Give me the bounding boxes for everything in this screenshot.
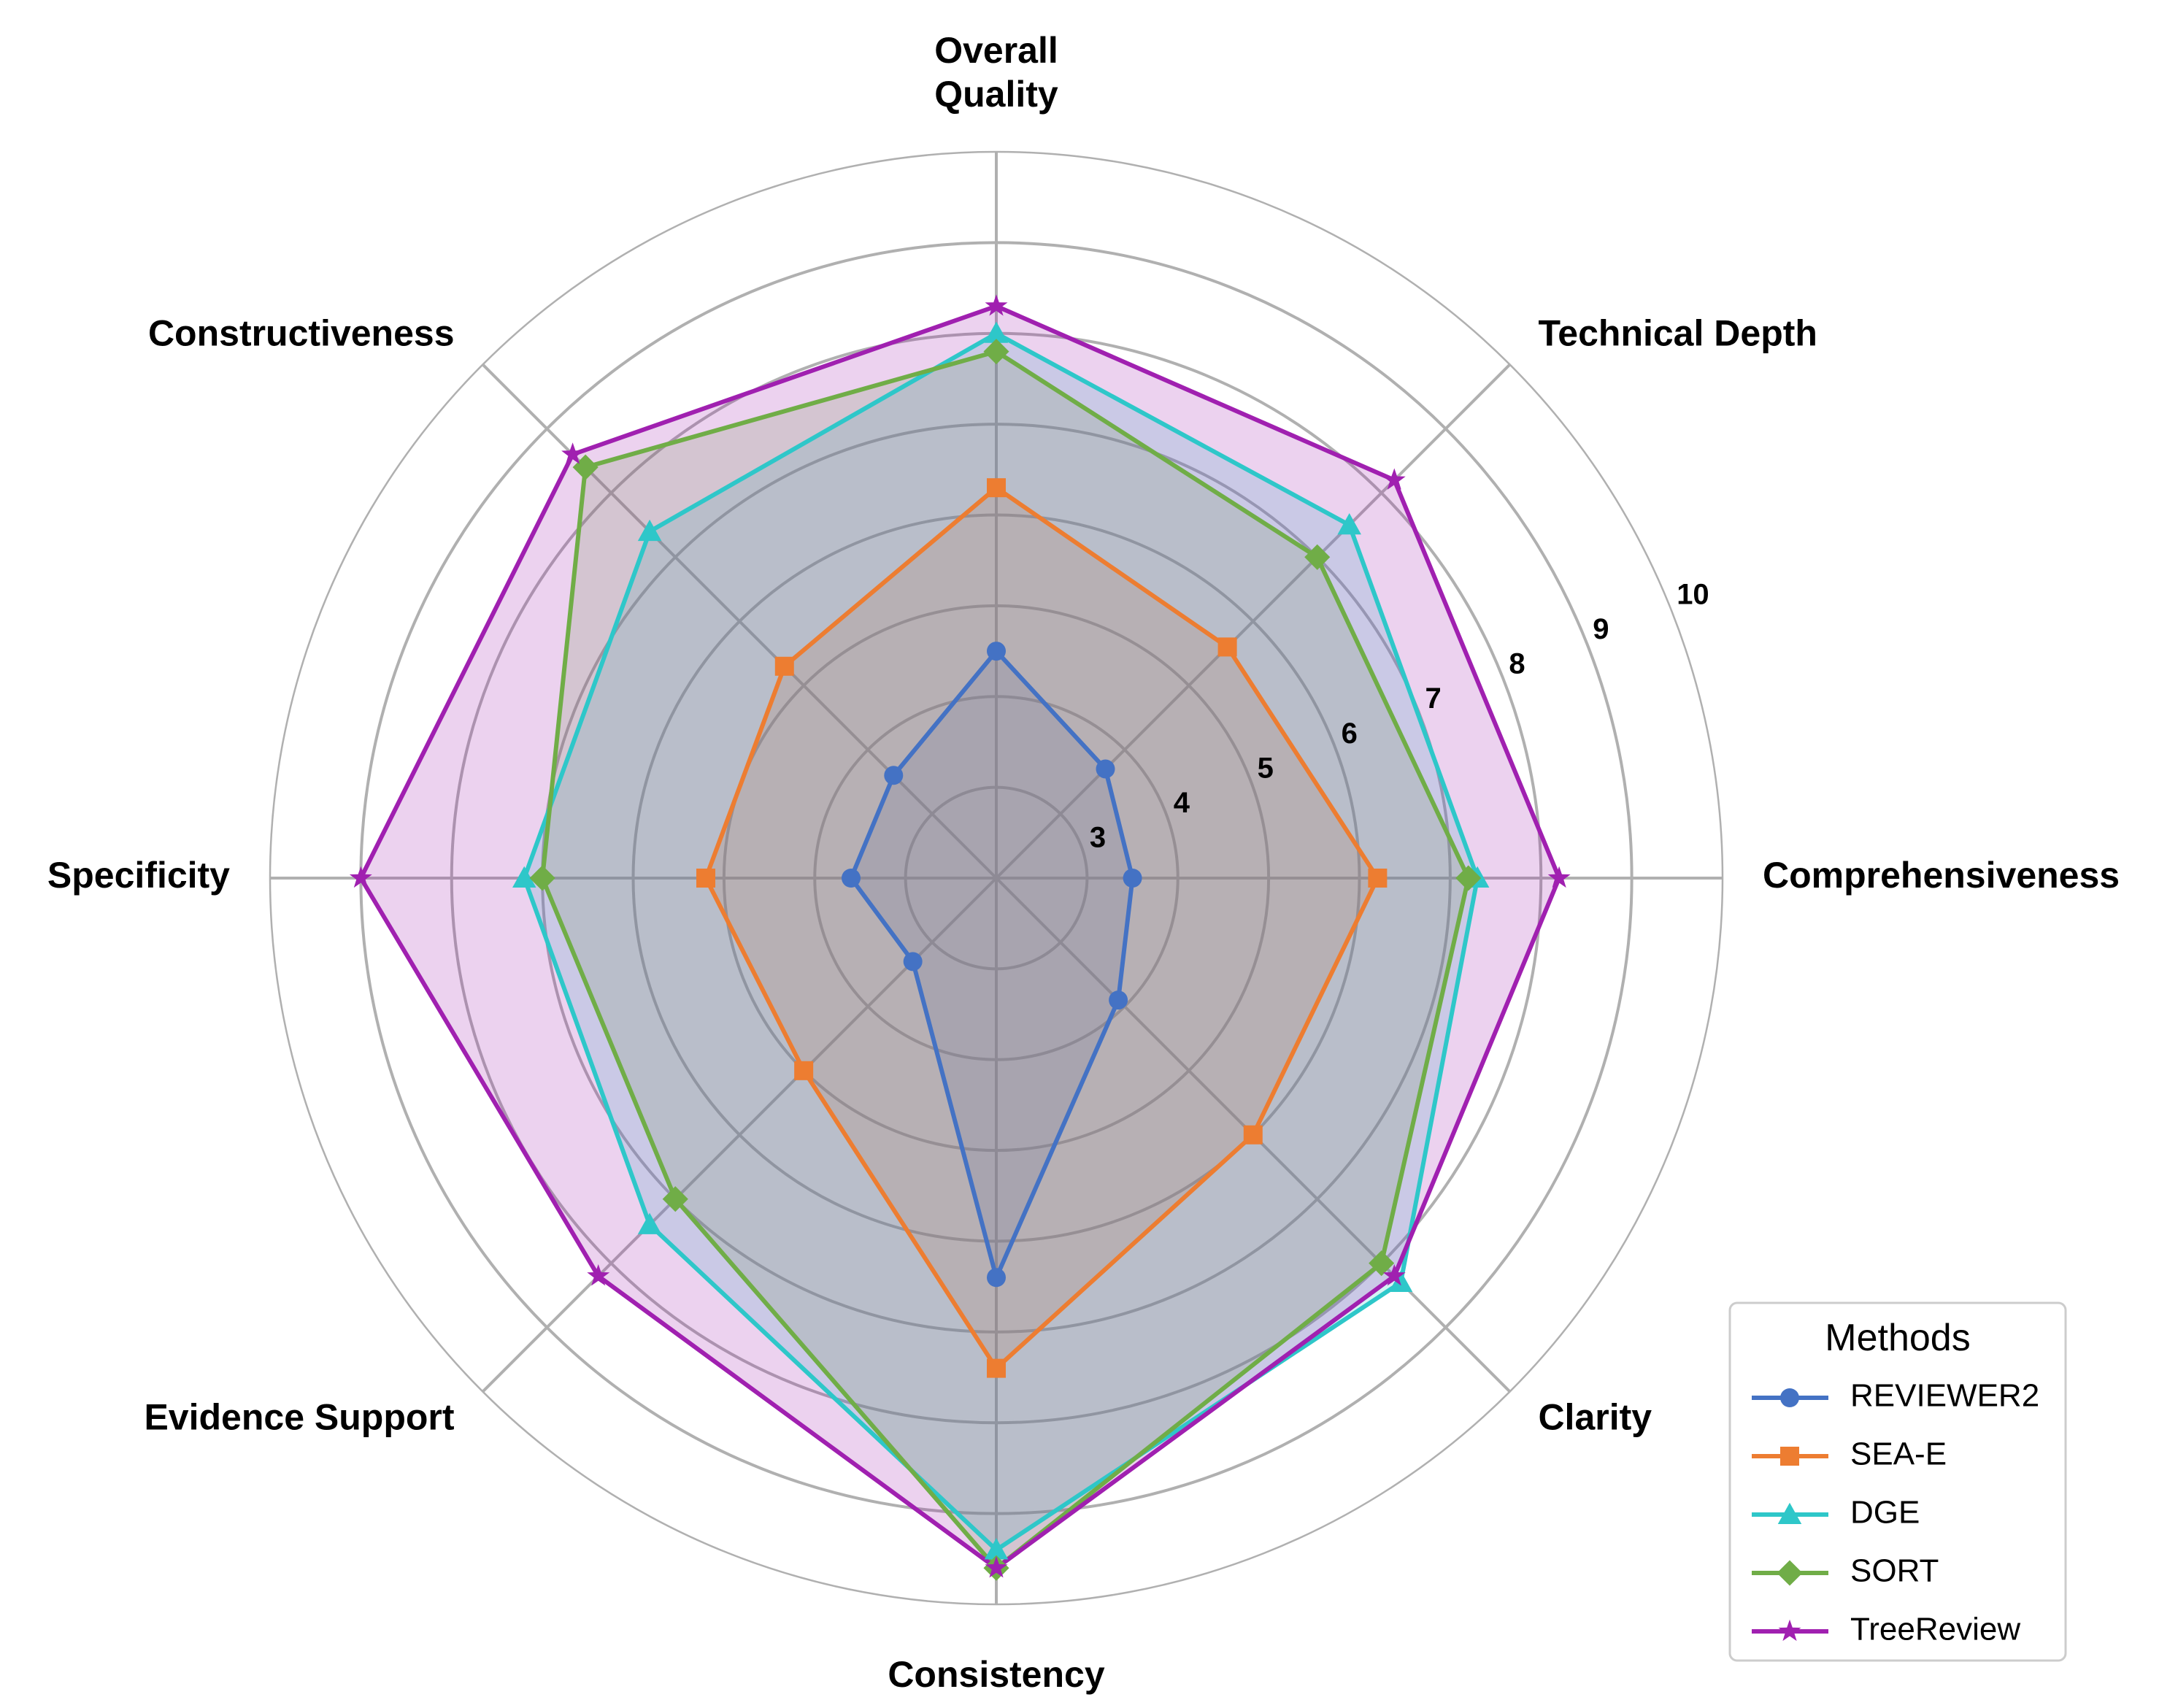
legend-item-dge: DGE bbox=[1752, 1495, 1920, 1531]
radial-tick-label: 9 bbox=[1593, 613, 1609, 645]
legend-label: REVIEWER2 bbox=[1850, 1378, 2039, 1414]
data-point-sea-e bbox=[1368, 869, 1388, 888]
legend-item-sort: SORT bbox=[1752, 1553, 1939, 1589]
data-point-sea-e bbox=[1217, 637, 1237, 657]
grid-spoke bbox=[995, 363, 1511, 880]
radial-tick-label: 8 bbox=[1509, 648, 1525, 680]
data-point-treereview bbox=[349, 866, 372, 888]
data-point-reviewer2 bbox=[884, 766, 904, 785]
radial-tick-label: 6 bbox=[1342, 718, 1358, 750]
data-point-sea-e bbox=[987, 1358, 1006, 1378]
data-point-treereview bbox=[587, 1264, 610, 1286]
axis-label-specificity: Specificity bbox=[47, 855, 230, 896]
data-point-reviewer2 bbox=[1109, 990, 1128, 1010]
data-point-treereview bbox=[1382, 1264, 1406, 1286]
data-point-reviewer2 bbox=[903, 952, 923, 972]
axis-label-constructiveness: Constructiveness bbox=[148, 313, 455, 354]
data-point-reviewer2 bbox=[1096, 759, 1115, 779]
series-fill-treereview bbox=[361, 306, 1560, 1569]
legend: Methods REVIEWER2 SEA-E DGE SORT TreeReview bbox=[1728, 1301, 2067, 1662]
grid-spoke bbox=[482, 363, 998, 880]
data-point-dge bbox=[1388, 1270, 1413, 1293]
axis-label-consistency: Consistency bbox=[888, 1654, 1105, 1695]
legend-label: TreeReview bbox=[1850, 1612, 2020, 1647]
data-point-treereview bbox=[985, 294, 1008, 316]
axis-label-comprehensiveness: Comprehensiveness bbox=[1763, 855, 2120, 896]
data-point-sort bbox=[1369, 1250, 1395, 1277]
axis-label-clarity: Clarity bbox=[1538, 1397, 1652, 1438]
data-point-sort bbox=[572, 454, 599, 480]
data-point-reviewer2 bbox=[842, 869, 861, 888]
data-point-sort bbox=[983, 339, 1009, 365]
legend-marker-dge bbox=[1777, 1502, 1802, 1524]
legend-item-sea-e: SEA-E bbox=[1752, 1436, 1947, 1472]
data-point-treereview bbox=[1382, 468, 1406, 490]
axis-label-evidence-support: Evidence Support bbox=[144, 1397, 454, 1438]
series-fills bbox=[361, 306, 1560, 1569]
data-point-dge bbox=[512, 866, 536, 888]
legend-label: SEA-E bbox=[1850, 1436, 1947, 1472]
axis-label-overall-quality: Overall Quality bbox=[934, 30, 1058, 115]
data-point-sea-e bbox=[987, 478, 1006, 498]
data-point-dge bbox=[637, 1212, 662, 1234]
data-point-sort bbox=[529, 865, 555, 891]
data-point-sea-e bbox=[1243, 1125, 1263, 1145]
legend-marker-sea-e bbox=[1780, 1447, 1799, 1466]
data-point-reviewer2 bbox=[987, 1268, 1006, 1288]
legend-label: DGE bbox=[1850, 1495, 1920, 1531]
data-point-sea-e bbox=[794, 1061, 814, 1080]
series-fill-sort bbox=[542, 351, 1469, 1569]
radial-tick-label: 5 bbox=[1258, 752, 1274, 784]
series-fill-reviewer2 bbox=[851, 651, 1133, 1278]
axis-label-technical-depth: Technical Depth bbox=[1538, 313, 1817, 354]
series-fill-dge bbox=[524, 333, 1478, 1550]
data-point-sort bbox=[662, 1186, 688, 1212]
legend-item-treereview: TreeReview bbox=[1752, 1612, 2020, 1647]
axis-labels: Overall Quality Technical Depth Comprehensi… bbox=[47, 30, 2120, 1695]
data-point-reviewer2 bbox=[987, 642, 1006, 661]
data-point-dge bbox=[1337, 513, 1361, 535]
radial-tick-label: 4 bbox=[1174, 787, 1190, 819]
data-point-reviewer2 bbox=[1123, 869, 1142, 888]
legend-title: Methods bbox=[1825, 1317, 1970, 1359]
radial-tick-label: 10 bbox=[1677, 578, 1709, 610]
radial-tick-label: 3 bbox=[1090, 822, 1106, 854]
data-point-dge bbox=[637, 519, 662, 542]
data-point-treereview bbox=[985, 1556, 1008, 1578]
data-point-sea-e bbox=[774, 656, 794, 676]
legend-item-reviewer2: REVIEWER2 bbox=[1752, 1378, 2039, 1414]
data-point-sort bbox=[1304, 544, 1331, 570]
radial-tick-labels: 3 4 5 6 7 8 9 10 bbox=[1090, 578, 1709, 853]
legend-label: SORT bbox=[1850, 1553, 1939, 1589]
data-point-dge bbox=[984, 1538, 1009, 1560]
data-point-treereview bbox=[1547, 866, 1571, 888]
legend-marker-sort bbox=[1777, 1560, 1803, 1586]
series-markers bbox=[349, 294, 1571, 1581]
radial-tick-label: 7 bbox=[1425, 682, 1441, 715]
data-point-sea-e bbox=[696, 869, 715, 888]
series-fill-sea-e bbox=[706, 488, 1378, 1369]
legend-marker-reviewer2 bbox=[1780, 1388, 1799, 1407]
data-point-treereview bbox=[561, 442, 584, 464]
data-point-dge bbox=[984, 321, 1009, 343]
legend-marker-treereview bbox=[1778, 1619, 1801, 1642]
data-point-sort bbox=[1455, 865, 1482, 891]
